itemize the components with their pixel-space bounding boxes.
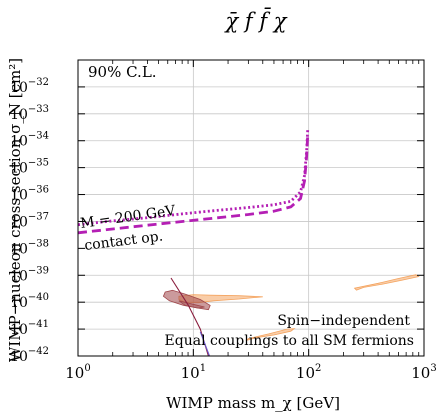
y-tick-label: 10−40: [10, 292, 49, 311]
y-tick-label: 10−33: [10, 104, 49, 123]
y-tick-label: 10−39: [10, 265, 49, 284]
signal-region: [353, 274, 420, 291]
plot-frame: [77, 59, 425, 357]
signal-region: [178, 300, 205, 309]
limit-curves: [77, 129, 310, 235]
x-tick-label: 103: [411, 363, 436, 382]
x-tick-label: 101: [181, 363, 206, 382]
axis-ticks: [77, 60, 425, 357]
y-tick-label: 10−34: [10, 131, 49, 150]
chart-title: χ̄ f f̄ χ: [223, 7, 287, 33]
cl-annotation: 90% C.L.: [88, 63, 157, 81]
x-axis-label: WIMP mass m_χ [GeV]: [166, 394, 340, 412]
x-tick-label: 102: [296, 363, 321, 382]
y-tick-label: 10−32: [10, 77, 49, 96]
contact-annotation: contact op.: [84, 228, 164, 254]
signal-line: [199, 331, 211, 357]
y-tick-label: 10−37: [10, 211, 49, 230]
signal-region: [245, 328, 296, 342]
si-annotation: Spin−independent: [277, 313, 410, 329]
y-tick-label: 10−35: [10, 158, 49, 177]
tick-labels: 100 101 102 103 10−42 10−41 10−40 10−39 10−38 10−…: [10, 77, 436, 382]
y-tick-label: 10−38: [10, 238, 49, 257]
limit-line-contact: [77, 135, 310, 235]
y-tick-label: 10−41: [10, 319, 49, 338]
grid: [77, 60, 425, 357]
y-tick-label: 10−36: [10, 185, 49, 204]
y-axis-label: WIMP−nucleon cross section σ_N [cm²]: [6, 58, 24, 362]
x-tick-label: 100: [65, 363, 90, 382]
signal-regions: [162, 274, 420, 357]
y-tick-label: 10−42: [10, 346, 49, 365]
couplings-annotation: Equal couplings to all SM fermions: [165, 333, 414, 349]
